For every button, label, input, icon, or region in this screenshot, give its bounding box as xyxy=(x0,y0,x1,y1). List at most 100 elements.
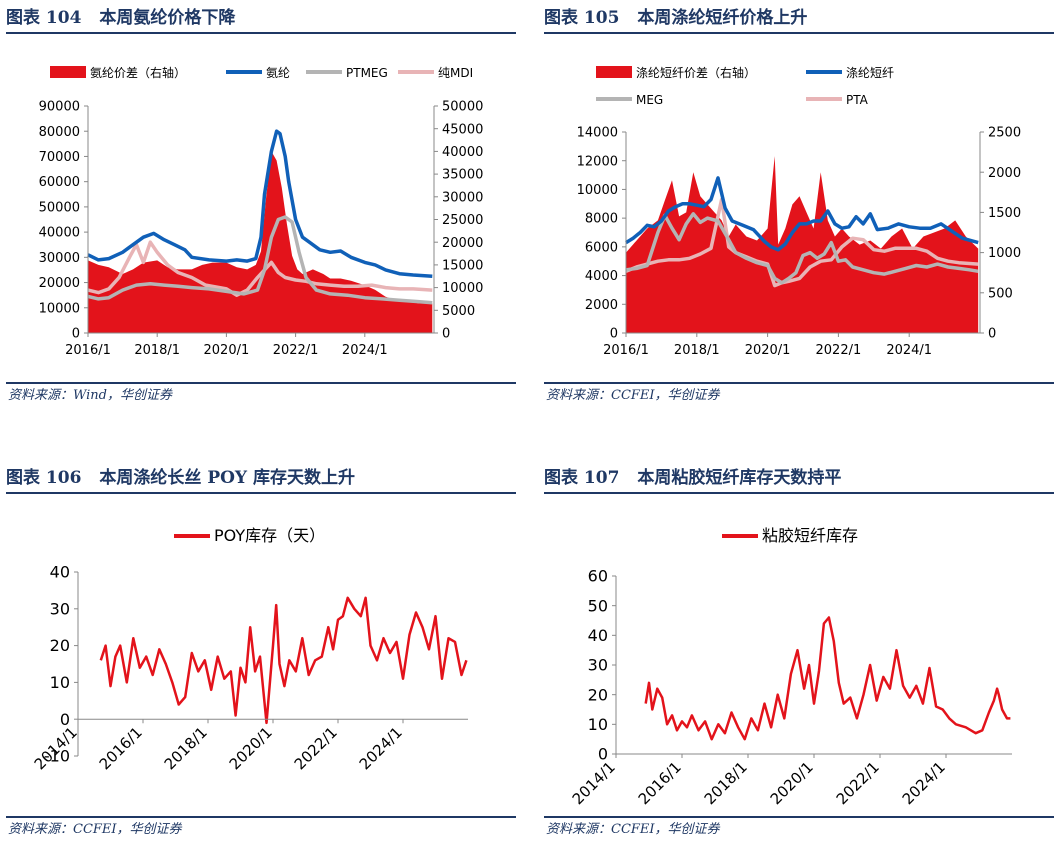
y-tick-label-right: 50000 xyxy=(442,100,483,115)
y-tick-label: 14000 xyxy=(577,126,618,141)
y-tick-label-right: 20000 xyxy=(442,236,483,251)
y-tick-label: 80000 xyxy=(39,125,80,140)
x-tick-label: 2020/1 xyxy=(767,758,817,808)
y-tick-label-right: 1500 xyxy=(988,206,1021,221)
y-tick-label-right: 45000 xyxy=(442,122,483,137)
y-tick-label: 30000 xyxy=(39,251,80,266)
y-tick-label: 40 xyxy=(50,563,70,582)
legend-swatch xyxy=(50,66,86,78)
figure-number: 图表 106 xyxy=(6,468,82,488)
panel-2: 图表 105 本周涤纶短纤价格上升 涤纶短纤价差（右轴） 涤纶短纤 MEG PTA 0 20… xyxy=(544,2,1054,416)
y-tick-label-right: 0 xyxy=(442,327,450,342)
y-tick-label: 12000 xyxy=(577,154,618,169)
x-tick-label: 2016/1 xyxy=(96,723,146,773)
y-tick-label: 10 xyxy=(588,715,608,734)
figure-number: 图表 105 xyxy=(544,8,620,28)
y-tick-label: 30 xyxy=(588,656,608,675)
x-tick-label: 2020/1 xyxy=(204,343,250,358)
y-tick-label: 90000 xyxy=(39,100,80,115)
panel-3-title: 图表 106 本周涤纶长丝 POY 库存天数上升 xyxy=(6,462,516,494)
panel-2-title: 图表 105 本周涤纶短纤价格上升 xyxy=(544,2,1054,34)
x-tick-label: 2022/1 xyxy=(291,723,341,773)
x-tick-label: 2024/1 xyxy=(342,343,388,358)
figure-number: 图表 107 xyxy=(544,468,620,488)
y-tick-label: 0 xyxy=(60,710,70,729)
y-tick-label: 20 xyxy=(50,636,70,655)
x-tick-label: 2018/1 xyxy=(674,343,720,358)
y-tick-label: 0 xyxy=(72,327,80,342)
series-line xyxy=(644,616,1011,741)
y-tick-label: 60 xyxy=(588,567,608,586)
figure-title: 本周氨纶价格下降 xyxy=(99,8,236,28)
series-line xyxy=(99,596,468,725)
x-tick-label: 2024/1 xyxy=(356,723,406,773)
y-tick-label-right: 30000 xyxy=(442,190,483,205)
series-line xyxy=(625,176,979,252)
x-tick-label: 2024/1 xyxy=(899,758,949,808)
chart-2: 涤纶短纤价差（右轴） 涤纶短纤 MEG PTA 0 2000 4000 6000 8000 100… xyxy=(577,65,1021,358)
series-line xyxy=(87,215,433,305)
series-line xyxy=(87,240,433,297)
panel-1: 图表 104 本周氨纶价格下降 氨纶价差（右轴） 氨纶 PTMEG 纯MDI 0 10000… xyxy=(6,2,516,416)
legend-label: 粘胶短纤库存 xyxy=(762,526,858,545)
y-tick-label: 70000 xyxy=(39,150,80,165)
figure-number: 图表 104 xyxy=(6,8,82,28)
x-tick-label: 2016/1 xyxy=(65,343,111,358)
series-area xyxy=(626,156,979,333)
panel-1-title: 图表 104 本周氨纶价格下降 xyxy=(6,2,516,34)
x-tick-label: 2024/1 xyxy=(886,343,932,358)
y-tick-label: 6000 xyxy=(585,240,618,255)
chart-1: 氨纶价差（右轴） 氨纶 PTMEG 纯MDI 0 10000 20000 30000 40000… xyxy=(39,65,484,358)
chart-3: POY库存（天） -10 0 10 20 30 40 2014/1 2016/1 2018/1 20… xyxy=(31,526,468,773)
x-tick-label: 2022/1 xyxy=(816,343,862,358)
legend-label: POY库存（天） xyxy=(214,526,325,545)
legend-label: PTMEG xyxy=(346,66,388,80)
panel-3: 图表 106 本周涤纶长丝 POY 库存天数上升 POY库存（天） -10 0 10 20… xyxy=(6,462,516,846)
legend-label: 氨纶 xyxy=(266,66,290,80)
legend-label: PTA xyxy=(846,93,869,107)
y-tick-label-right: 2000 xyxy=(988,166,1021,181)
x-tick-label: 2018/1 xyxy=(701,758,751,808)
series-line xyxy=(625,212,979,285)
panel-3-source: 资料来源：CCFEI，华创证券 xyxy=(6,816,516,842)
x-tick-label: 2018/1 xyxy=(161,723,211,773)
y-tick-label: -10 xyxy=(44,747,70,766)
y-tick-label-right: 15000 xyxy=(442,258,483,273)
y-tick-label-right: 0 xyxy=(988,327,996,342)
legend-label: 涤纶短纤 xyxy=(846,66,894,80)
legend-label: 涤纶短纤价差（右轴） xyxy=(636,65,756,80)
y-tick-label-right: 25000 xyxy=(442,213,483,228)
y-tick-label-right: 10000 xyxy=(442,281,483,296)
y-tick-label: 0 xyxy=(598,745,608,764)
figure-title: 本周涤纶短纤价格上升 xyxy=(637,8,808,28)
panel-4-title: 图表 107 本周粘胶短纤库存天数持平 xyxy=(544,462,1054,494)
y-tick-label: 4000 xyxy=(585,269,618,284)
panel-1-source: 资料来源：Wind，华创证券 xyxy=(6,382,516,408)
y-tick-label: 40000 xyxy=(39,226,80,241)
x-tick-label: 2020/1 xyxy=(226,723,276,773)
figure-title: 本周涤纶长丝 POY 库存天数上升 xyxy=(99,468,355,488)
y-tick-label: 30 xyxy=(50,599,70,618)
legend-label: MEG xyxy=(636,93,663,107)
y-tick-label-right: 500 xyxy=(988,286,1013,301)
panel-4: 图表 107 本周粘胶短纤库存天数持平 粘胶短纤库存 0 10 20 30 40 50 60 20… xyxy=(544,462,1054,846)
series-line xyxy=(87,129,433,279)
y-tick-label: 60000 xyxy=(39,175,80,190)
y-tick-label: 50 xyxy=(588,596,608,615)
series-line xyxy=(625,197,979,288)
figure-title: 本周粘胶短纤库存天数持平 xyxy=(637,468,842,488)
y-tick-label: 10000 xyxy=(577,183,618,198)
chart-4: 粘胶短纤库存 0 10 20 30 40 50 60 2014/1 2016/1 2018/1 202… xyxy=(569,526,1012,808)
x-tick-label: 2022/1 xyxy=(833,758,883,808)
legend-label: 纯MDI xyxy=(438,66,473,80)
y-tick-label: 10000 xyxy=(39,301,80,316)
y-tick-label: 0 xyxy=(610,327,618,342)
x-tick-label: 2014/1 xyxy=(31,723,81,773)
x-tick-label: 2016/1 xyxy=(635,758,685,808)
y-tick-label: 50000 xyxy=(39,200,80,215)
y-tick-label-right: 2500 xyxy=(988,126,1021,141)
y-tick-label: 40 xyxy=(588,626,608,645)
y-tick-label-right: 1000 xyxy=(988,246,1021,261)
x-tick-label: 2016/1 xyxy=(603,343,649,358)
y-tick-label: 20000 xyxy=(39,276,80,291)
